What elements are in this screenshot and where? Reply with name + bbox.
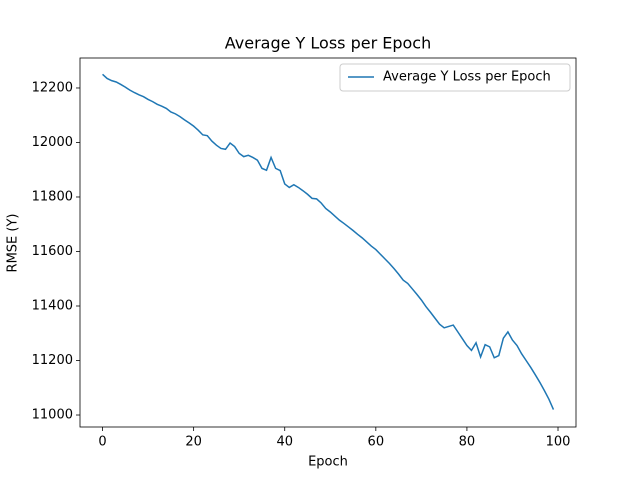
legend-box — [339, 63, 571, 92]
y-tick-label: 11400 — [32, 298, 73, 313]
x-tick-label: 80 — [459, 435, 476, 450]
y-tick-label: 11800 — [32, 189, 73, 204]
x-tick-label: 20 — [185, 435, 202, 450]
chart-title: Average Y Loss per Epoch — [225, 34, 431, 53]
x-tick-label: 0 — [98, 435, 106, 450]
line-series — [102, 73, 555, 410]
y-tick-label: 12200 — [32, 80, 73, 95]
y-tick-label: 12000 — [32, 135, 73, 150]
y-tick-label: 11000 — [32, 408, 73, 423]
x-tick-label: 40 — [276, 435, 293, 450]
legend-label: Average Y Loss per Epoch — [383, 70, 551, 85]
x-axis-label: Epoch — [308, 455, 348, 470]
y-axis-label: RMSE (Y) — [6, 214, 21, 273]
x-tick-label: 100 — [546, 435, 571, 450]
y-tick-label: 11200 — [32, 353, 73, 368]
x-tick-label: 60 — [368, 435, 385, 450]
plot-frame — [79, 57, 577, 428]
y-tick-label: 11600 — [32, 244, 73, 259]
